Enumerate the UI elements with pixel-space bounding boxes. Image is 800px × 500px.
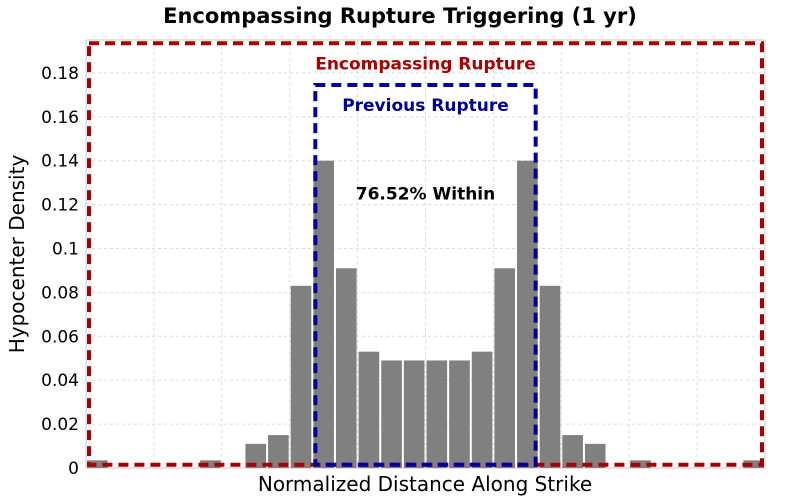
region-label-1: Previous Rupture xyxy=(342,96,509,116)
bar-7 xyxy=(245,443,267,468)
y-tick-label-6: 0.12 xyxy=(41,196,79,216)
bar-22 xyxy=(584,443,606,468)
y-tick-label-9: 0.18 xyxy=(41,64,79,84)
bar-5 xyxy=(200,460,221,468)
y-tick-label-7: 0.14 xyxy=(41,152,79,172)
y-tick-label-8: 0.16 xyxy=(41,108,79,128)
bar-29 xyxy=(743,460,764,468)
y-tick-label-2: 0.04 xyxy=(41,371,79,391)
bar-18 xyxy=(494,268,516,468)
y-tick-label-3: 0.06 xyxy=(41,327,79,347)
y-tick-label-5: 0.1 xyxy=(52,240,79,260)
bar-11 xyxy=(335,268,357,468)
y-tick-label-4: 0.08 xyxy=(41,283,79,303)
bar-15 xyxy=(426,360,448,468)
y-tick-label-1: 0.02 xyxy=(41,415,79,435)
y-axis-label: Hypocenter Density xyxy=(5,155,29,354)
y-axis-ticks: 0 0.02 0.04 0.06 0.08 0.1 0.12 0.14 0.16 0.18 xyxy=(41,64,79,479)
rupture-regions: Encompassing Rupture Previous Rupture xyxy=(87,41,764,467)
bar-20 xyxy=(539,285,561,468)
histogram-bars xyxy=(87,160,764,468)
bar-10 xyxy=(313,160,334,468)
bar-13 xyxy=(381,360,402,468)
bar-21 xyxy=(562,435,583,468)
bar-14 xyxy=(403,360,425,468)
bar-9 xyxy=(290,285,312,468)
bar-24 xyxy=(630,460,651,468)
bar-17 xyxy=(471,351,493,468)
within-percentage-label: 76.52% Within xyxy=(356,185,495,205)
bar-0 xyxy=(87,460,108,468)
grid-lines xyxy=(86,40,765,468)
y-tick-label-0: 0 xyxy=(68,459,79,479)
bar-16 xyxy=(449,360,470,468)
region-label-0: Encompassing Rupture xyxy=(315,54,536,74)
bar-19 xyxy=(517,160,538,468)
chart-title: Encompassing Rupture Triggering (1 yr) xyxy=(163,4,637,28)
bar-8 xyxy=(268,435,289,468)
x-axis-label: Normalized Distance Along Strike xyxy=(258,472,592,496)
bar-12 xyxy=(358,351,380,468)
region-box-1 xyxy=(313,82,538,467)
